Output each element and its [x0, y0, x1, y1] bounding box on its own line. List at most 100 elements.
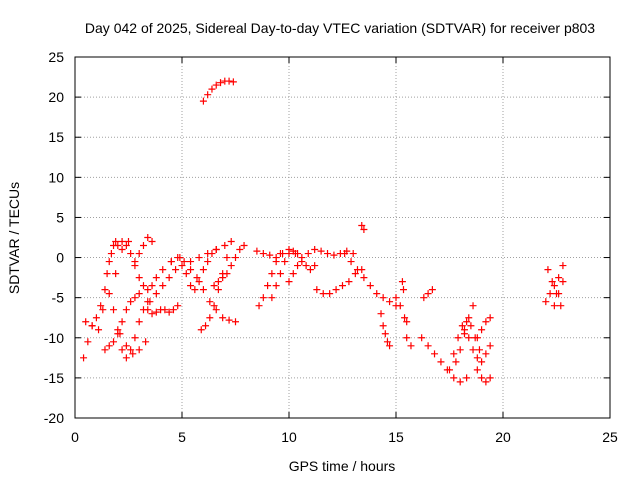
series-arc-d	[110, 298, 152, 362]
data-point	[486, 314, 494, 322]
data-point	[450, 374, 458, 382]
data-point	[129, 350, 137, 358]
y-tick-label: -15	[44, 370, 64, 386]
data-point	[202, 322, 210, 330]
data-point	[118, 246, 126, 254]
data-point	[161, 306, 169, 314]
data-point	[381, 330, 389, 338]
data-point	[219, 274, 227, 282]
data-point	[148, 282, 156, 290]
data-point	[353, 266, 361, 274]
data-point	[105, 290, 113, 298]
data-point	[431, 350, 439, 358]
x-tick-label: 20	[495, 429, 511, 445]
data-point	[174, 302, 182, 310]
y-tick-label: -5	[52, 290, 65, 306]
data-point	[103, 270, 111, 278]
y-tick-label: 5	[56, 209, 64, 225]
data-point	[373, 290, 381, 298]
data-point	[255, 302, 263, 310]
data-point	[281, 258, 289, 266]
data-points	[80, 77, 567, 386]
data-point	[424, 290, 432, 298]
data-point	[110, 306, 118, 314]
series-arc-ag	[542, 262, 567, 306]
data-point	[253, 247, 261, 255]
data-point	[221, 242, 229, 250]
data-point	[467, 322, 475, 330]
series-arc-ad	[460, 326, 494, 366]
data-point	[144, 234, 152, 241]
data-point	[559, 278, 567, 286]
data-point	[212, 81, 220, 89]
data-point	[219, 314, 227, 322]
data-point	[204, 258, 212, 266]
data-point	[452, 358, 460, 366]
axis-ticks: 0 5 10 15 20 25 -20 -15 -10 -5 0 5 10 15 20 25	[44, 49, 618, 445]
data-point	[360, 225, 368, 233]
data-point	[105, 342, 113, 350]
data-point	[172, 266, 180, 274]
data-point	[351, 270, 359, 278]
data-point	[458, 322, 466, 330]
data-point	[272, 258, 280, 266]
data-point	[482, 350, 490, 358]
series-arc-ac	[452, 302, 477, 366]
data-point	[165, 274, 173, 282]
data-point	[456, 378, 464, 386]
data-point	[142, 338, 150, 346]
data-point	[214, 278, 222, 286]
data-point	[478, 326, 486, 334]
data-point	[212, 246, 220, 254]
series-arc-v	[377, 310, 394, 350]
data-point	[107, 250, 115, 258]
data-point	[214, 286, 222, 294]
y-tick-label: -20	[44, 410, 64, 426]
data-point	[555, 290, 563, 298]
data-point	[135, 274, 143, 282]
data-point	[139, 282, 147, 290]
data-point	[199, 97, 207, 105]
data-point	[187, 258, 195, 266]
data-point	[206, 314, 214, 322]
data-point	[341, 250, 349, 258]
data-point	[456, 346, 464, 354]
data-point	[180, 258, 188, 266]
data-point	[182, 270, 190, 278]
data-point	[418, 334, 426, 342]
data-point	[399, 286, 407, 294]
series-arc-r	[285, 258, 319, 286]
data-point	[118, 238, 126, 246]
data-point	[210, 302, 218, 310]
data-point	[223, 270, 231, 278]
data-point	[548, 278, 556, 286]
data-point	[475, 346, 483, 354]
data-point	[379, 294, 387, 302]
data-point	[482, 378, 490, 386]
data-point	[319, 290, 327, 298]
data-point	[557, 302, 565, 310]
data-point	[110, 338, 118, 346]
data-point	[463, 374, 471, 382]
data-point	[454, 334, 462, 342]
data-point	[345, 278, 353, 286]
data-point	[84, 338, 92, 346]
data-point	[469, 346, 477, 354]
data-point	[428, 286, 436, 294]
data-point	[465, 334, 473, 342]
x-tick-label: 15	[388, 429, 404, 445]
series-arc-j	[167, 254, 239, 326]
data-point	[446, 366, 453, 374]
data-point	[199, 266, 207, 274]
data-point	[272, 282, 280, 290]
data-point	[118, 318, 126, 326]
y-tick-label: 15	[48, 129, 64, 145]
data-point	[122, 342, 130, 350]
series-arc-a	[80, 238, 132, 362]
series-arc-q	[268, 247, 302, 302]
data-point	[463, 318, 471, 326]
grid-lines	[75, 57, 610, 418]
x-tick-label: 25	[602, 429, 618, 445]
series-arc-z	[420, 286, 436, 302]
data-point	[152, 274, 160, 282]
